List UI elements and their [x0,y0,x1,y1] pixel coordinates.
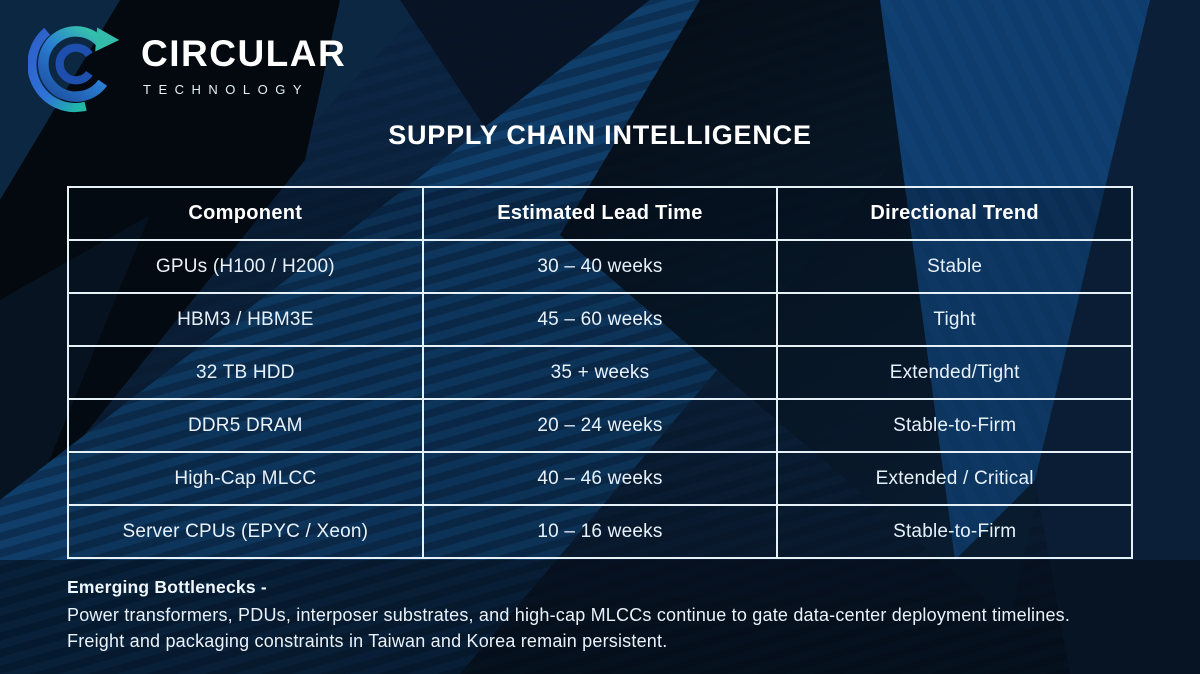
brand-name: CIRCULAR [141,32,347,74]
table-cell: 35 + weeks [421,345,779,400]
emerging-bottlenecks-note: Emerging Bottlenecks - Power transformer… [67,577,1157,654]
supply-chain-table: Component Estimated Lead Time Directional … [67,186,1133,559]
table-row: DDR5 DRAM 20 – 24 weeks Stable-to-Firm [67,398,1133,453]
table-cell: Stable-to-Firm [776,504,1133,559]
footer-heading: Emerging Bottlenecks - [67,577,267,597]
brand-logo: CIRCULAR TECHNOLOGY [28,14,346,114]
table-cell: Extended / Critical [776,451,1133,506]
circular-arrows-icon [28,26,120,113]
footer-line: Power transformers, PDUs, interposer sub… [67,605,1071,625]
brand-tagline: TECHNOLOGY [143,82,310,98]
footer-line: Freight and packaging constraints in Tai… [67,631,668,651]
table-cell: High-Cap MLCC [67,451,424,506]
table-row: 32 TB HDD 35 + weeks Extended/Tight [67,345,1133,400]
table-cell: Server CPUs (EPYC / Xeon) [67,504,424,559]
table-cell: 20 – 24 weeks [421,398,779,453]
table-cell: Tight [776,292,1133,347]
column-header: Component [67,186,424,241]
column-header: Estimated Lead Time [421,186,779,241]
table-cell: 32 TB HDD [67,345,424,400]
table-cell: GPUs (H100 / H200) [67,239,424,294]
footer-body: Power transformers, PDUs, interposer sub… [67,602,1157,654]
table-cell: DDR5 DRAM [67,398,424,453]
table-row: High-Cap MLCC 40 – 46 weeks Extended / Cri… [67,451,1133,506]
table-cell: HBM3 / HBM3E [67,292,424,347]
table-header-row: Component Estimated Lead Time Directional … [67,186,1133,241]
table-cell: Extended/Tight [776,345,1133,400]
column-header: Directional Trend [776,186,1133,241]
table-cell: 45 – 60 weeks [421,292,779,347]
table-cell: Stable-to-Firm [776,398,1133,453]
table-cell: 30 – 40 weeks [421,239,779,294]
table-row: HBM3 / HBM3E 45 – 60 weeks Tight [67,292,1133,347]
table-cell: 10 – 16 weeks [421,504,779,559]
page-title: SUPPLY CHAIN INTELLIGENCE [388,120,812,150]
table-cell: Stable [776,239,1133,294]
table-row: Server CPUs (EPYC / Xeon) 10 – 16 weeks St… [67,504,1133,559]
table-row: GPUs (H100 / H200) 30 – 40 weeks Stable [67,239,1133,294]
table-cell: 40 – 46 weeks [421,451,779,506]
